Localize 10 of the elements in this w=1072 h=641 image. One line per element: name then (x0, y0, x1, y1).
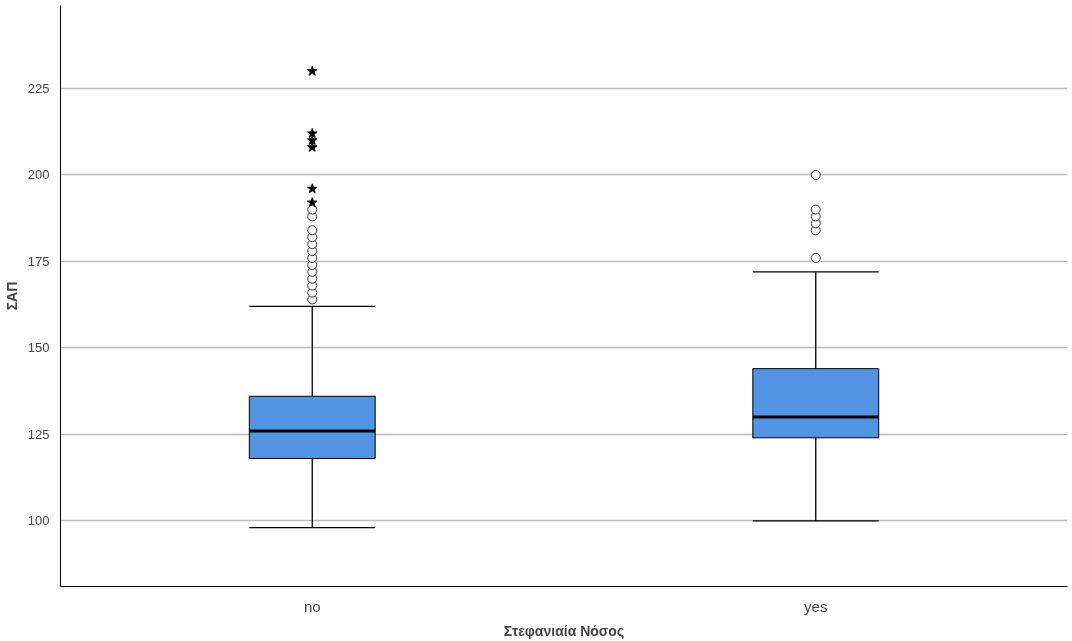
y-axis-title: ΣΑΠ (3, 281, 20, 311)
y-tick-label: 175 (27, 253, 50, 269)
x-tick-label: yes (804, 597, 828, 615)
y-tick-label: 150 (27, 340, 50, 356)
x-axis-title: Στεφανιαία Νόσος (503, 622, 625, 639)
y-tick-label: 125 (27, 426, 50, 442)
y-tick-label: 200 (27, 167, 50, 183)
x-tick-label: no (303, 597, 321, 615)
y-tick-label: 225 (27, 81, 50, 96)
y-tick-label: 100 (27, 513, 50, 529)
